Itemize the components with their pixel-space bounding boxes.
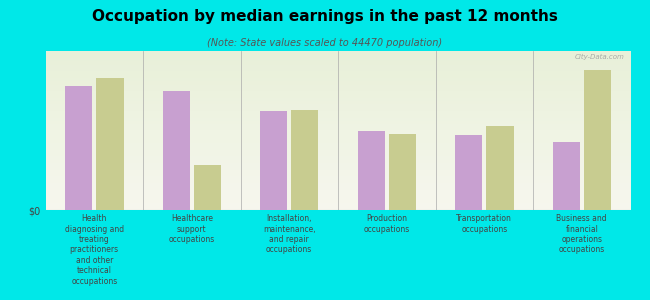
- Text: City-Data.com: City-Data.com: [575, 54, 625, 60]
- Bar: [65, 86, 92, 210]
- Bar: [162, 91, 190, 210]
- Bar: [455, 135, 482, 210]
- Text: Occupation by median earnings in the past 12 months: Occupation by median earnings in the pas…: [92, 9, 558, 24]
- Bar: [584, 70, 611, 210]
- Bar: [552, 142, 580, 210]
- Bar: [194, 166, 221, 210]
- Bar: [358, 130, 385, 210]
- Bar: [389, 134, 416, 210]
- Bar: [260, 111, 287, 210]
- Bar: [96, 78, 124, 210]
- Text: (Note: State values scaled to 44470 population): (Note: State values scaled to 44470 popu…: [207, 38, 443, 47]
- Bar: [486, 126, 514, 210]
- Bar: [291, 110, 318, 210]
